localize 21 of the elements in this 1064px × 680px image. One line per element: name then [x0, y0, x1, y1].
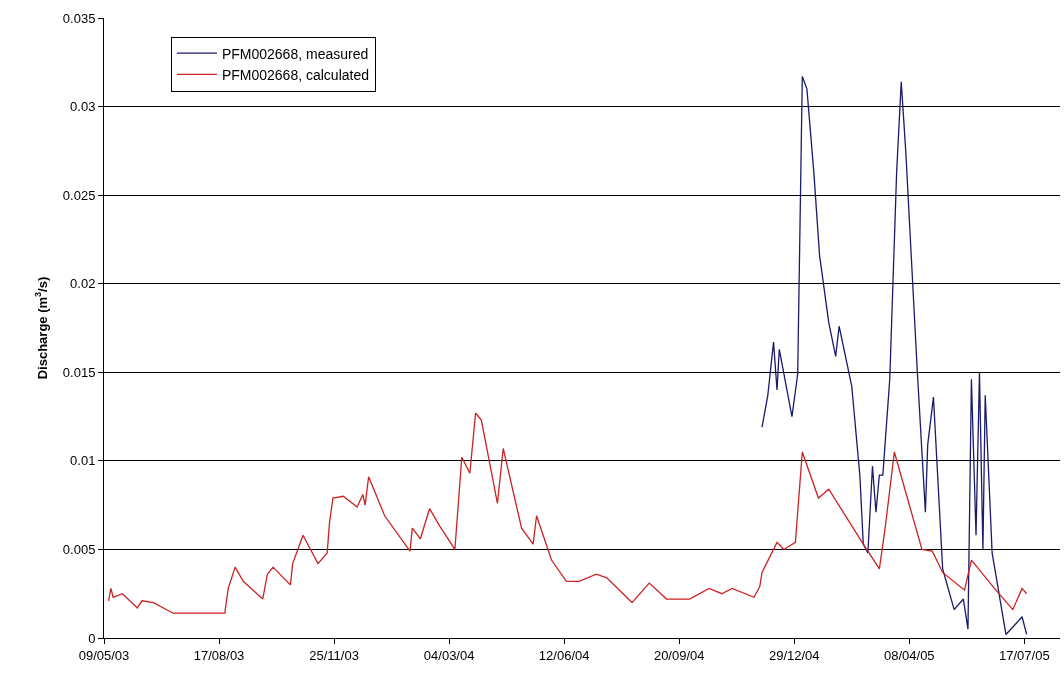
line-series [761, 75, 1028, 636]
y-tick-label: 0.02 [70, 276, 96, 292]
x-tick-label: 08/04/05 [883, 647, 935, 663]
legend-label: PFM002668, measured [221, 45, 369, 62]
x-tick-label: 04/03/04 [423, 647, 475, 663]
y-tick-label: 0.015 [62, 364, 96, 380]
x-tick-label: 09/05/03 [78, 647, 130, 663]
legend-label: PFM002668, calculated [221, 66, 370, 83]
y-tick-label: 0.03 [70, 99, 96, 115]
x-tick-label: 29/12/04 [768, 647, 820, 663]
line-series [107, 412, 1028, 614]
y-tick-label: 0 [88, 630, 96, 646]
y-tick-label: 0.005 [62, 541, 96, 557]
x-tick-label: 20/09/04 [653, 647, 705, 663]
y-tick-label: 0.035 [62, 10, 96, 26]
x-tick-label: 17/07/05 [999, 647, 1050, 663]
y-tick-label: 0.01 [70, 453, 96, 469]
x-tick-label: 17/08/03 [193, 647, 245, 663]
x-tick-label: 12/06/04 [538, 647, 590, 663]
y-tick-label: 0.025 [62, 187, 96, 203]
x-tick-label: 25/11/03 [309, 647, 359, 663]
